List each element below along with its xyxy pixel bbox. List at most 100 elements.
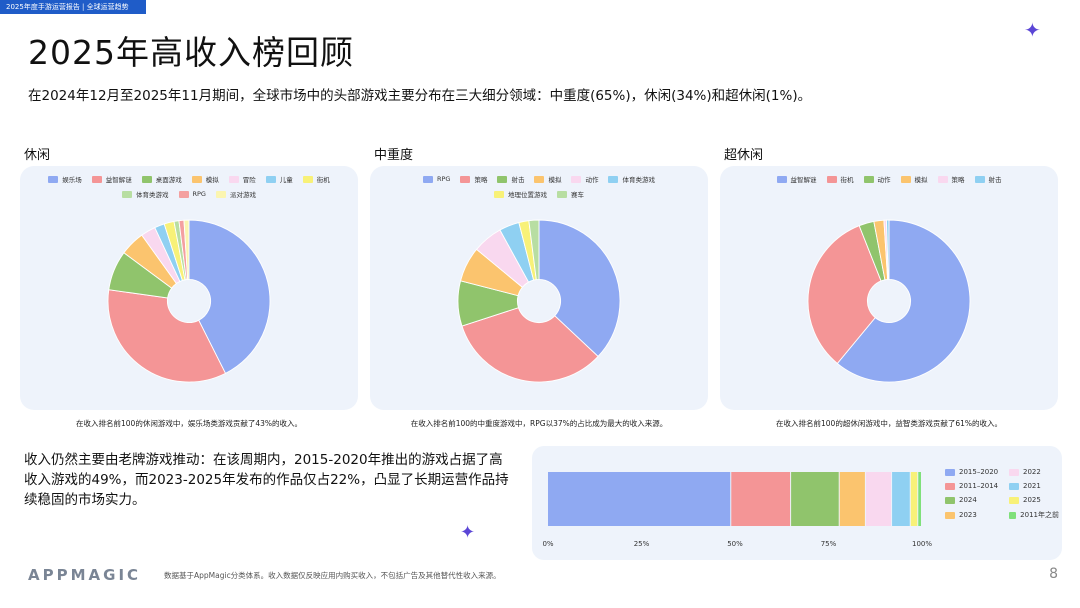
legend-swatch	[228, 175, 239, 183]
legend-item: 射击	[974, 174, 1002, 184]
legend-label: 射击	[988, 176, 1002, 184]
legend-item: 派对游戏	[215, 189, 256, 199]
legend-swatch	[608, 175, 619, 183]
legend-swatch	[91, 175, 102, 183]
legend-item: 2015–2020	[945, 468, 999, 476]
legend-swatch	[826, 175, 837, 183]
legend-swatch	[974, 175, 985, 183]
legend-swatch	[265, 175, 276, 183]
intro-text: 在2024年12月至2025年11月期间，全球市场中的头部游戏主要分布在三大细分…	[28, 88, 812, 104]
legend-label: 益智解谜	[790, 176, 817, 184]
legend-row: 体育类游戏 RPG 派对游戏	[36, 189, 342, 199]
chart-legend: RPG 策略 射击 模拟 动作 体育类游戏 地理位置游戏 赛车	[370, 174, 708, 204]
legend-swatch	[945, 468, 955, 476]
donut-chart	[807, 219, 971, 383]
legend-item: 策略	[937, 174, 965, 184]
legend-item: 桌面游戏	[141, 174, 182, 184]
legend-item: 地理位置游戏	[494, 189, 547, 199]
legend-label: 模拟	[205, 176, 219, 184]
legend-label: 娱乐场	[62, 176, 82, 184]
legend-swatch	[1009, 482, 1019, 490]
legend-item: 模拟	[534, 174, 561, 184]
legend-item: 策略	[460, 174, 487, 184]
bar-segment	[839, 472, 865, 526]
legend-label: 体育类游戏	[136, 191, 169, 199]
legend-label: 动作	[585, 176, 599, 184]
legend-item: 街机	[826, 174, 854, 184]
donut-slice	[528, 219, 540, 281]
legend-label: 模拟	[914, 176, 928, 184]
legend-item: 赛车	[557, 189, 584, 199]
legend-item: RPG	[178, 189, 206, 199]
chart-caption-casual: 在收入排名前100的休闲游戏中，娱乐场类游戏贡献了43%的收入。	[76, 419, 302, 428]
legend-swatch	[48, 175, 59, 183]
legend-item: 2011–2014	[945, 482, 999, 490]
donut-slice	[538, 219, 621, 358]
legend-label: 模拟	[548, 176, 562, 184]
legend-swatch	[945, 511, 955, 519]
chart-caption-midcore: 在收入排名前100的中重度游戏中，RPG以37%的占比成为最大的收入来源。	[410, 419, 668, 428]
legend-label: 2015–2020	[959, 468, 999, 476]
donut-slice	[807, 225, 882, 365]
chart-caption-hypercasual: 在收入排名前100的超休闲游戏中，益智类游戏贡献了61%的收入。	[776, 419, 1002, 428]
chart-legend: 益智解谜 街机 动作 模拟 策略 射击	[720, 174, 1058, 189]
donut-slice	[188, 219, 271, 374]
legend-swatch	[423, 175, 433, 183]
legend-swatch	[863, 175, 874, 183]
donut-slice	[183, 219, 190, 280]
legend-item: 益智解谜	[91, 174, 132, 184]
legend-item: 2011年之前	[1009, 510, 1059, 520]
report-tag: 2025年度手游运营报告 | 全球运营趋势	[0, 0, 146, 14]
legend-label: 策略	[951, 176, 965, 184]
legend-item: 街机	[302, 174, 330, 184]
legend-label: 儿童	[279, 176, 293, 184]
legend-label: 街机	[316, 176, 330, 184]
donut-slice	[885, 219, 890, 280]
legend-row: 益智解谜 街机 动作 模拟 策略 射击	[736, 174, 1042, 184]
legend-item: 2023	[945, 510, 999, 520]
legend-label: 2021	[1023, 482, 1041, 490]
stacked-bar-chart: 0% 25% 50% 75% 100%	[542, 472, 932, 548]
legend-label: 益智解谜	[105, 176, 132, 184]
legend-label: 2024	[959, 496, 977, 504]
legend-swatch	[937, 175, 948, 183]
bar-segment	[548, 472, 731, 526]
legend-item: 2024	[945, 496, 999, 504]
chart-panel-casual: 娱乐场 益智解谜 桌面游戏 模拟 冒险 儿童 街机 体育类游戏 RPG 派对游戏	[20, 166, 358, 410]
sparkle-icon: ✦	[1024, 18, 1041, 42]
legend-label: 射击	[511, 176, 525, 184]
bar-segment	[910, 472, 918, 526]
legend-swatch	[497, 175, 508, 183]
legend-label: 策略	[474, 176, 488, 184]
x-tick-label: 75%	[821, 540, 837, 548]
legend-label: 赛车	[571, 191, 584, 199]
legend-label: 2022	[1023, 468, 1041, 476]
legend-swatch	[776, 175, 787, 183]
legend-swatch	[945, 482, 955, 490]
legend-swatch	[900, 175, 911, 183]
legend-item: RPG	[423, 174, 450, 184]
bar-segment	[918, 472, 921, 526]
x-tick-label: 50%	[727, 540, 743, 548]
legend-item: 儿童	[265, 174, 293, 184]
footer-note: 数据基于AppMagic分类体系。收入数据仅反映应用内购买收入，不包括广告及其他…	[164, 571, 501, 580]
summary-text: 收入仍然主要由老牌游戏推动：在该周期内，2015-2020年推出的游戏占据了高收…	[24, 452, 509, 508]
legend-swatch	[945, 496, 955, 504]
legend-swatch	[557, 190, 567, 198]
chart-panel-midcore: RPG 策略 射击 模拟 动作 体育类游戏 地理位置游戏 赛车	[370, 166, 708, 410]
appmagic-logo: APPMAGIC	[28, 566, 142, 584]
legend-item: 2025	[1009, 496, 1059, 504]
chart-heading-casual: 休闲	[24, 148, 51, 163]
legend-swatch	[1009, 496, 1019, 504]
legend-swatch	[215, 190, 226, 198]
donut-slice	[836, 219, 971, 383]
legend-label: 2023	[959, 511, 977, 519]
legend-label: 街机	[840, 176, 854, 184]
legend-swatch	[534, 175, 545, 183]
bar-segment	[731, 472, 791, 526]
release-year-chart-panel: 0% 25% 50% 75% 100% 2015–2020 2022 2011–2014 20…	[532, 446, 1062, 560]
legend-swatch	[122, 190, 132, 198]
legend-swatch	[571, 175, 582, 183]
legend-label: 2011–2014	[959, 482, 999, 490]
legend-row: 地理位置游戏 赛车	[386, 189, 692, 199]
